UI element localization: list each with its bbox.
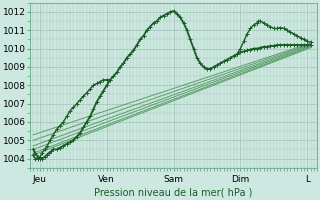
X-axis label: Pression niveau de la mer( hPa ): Pression niveau de la mer( hPa ) bbox=[94, 187, 253, 197]
